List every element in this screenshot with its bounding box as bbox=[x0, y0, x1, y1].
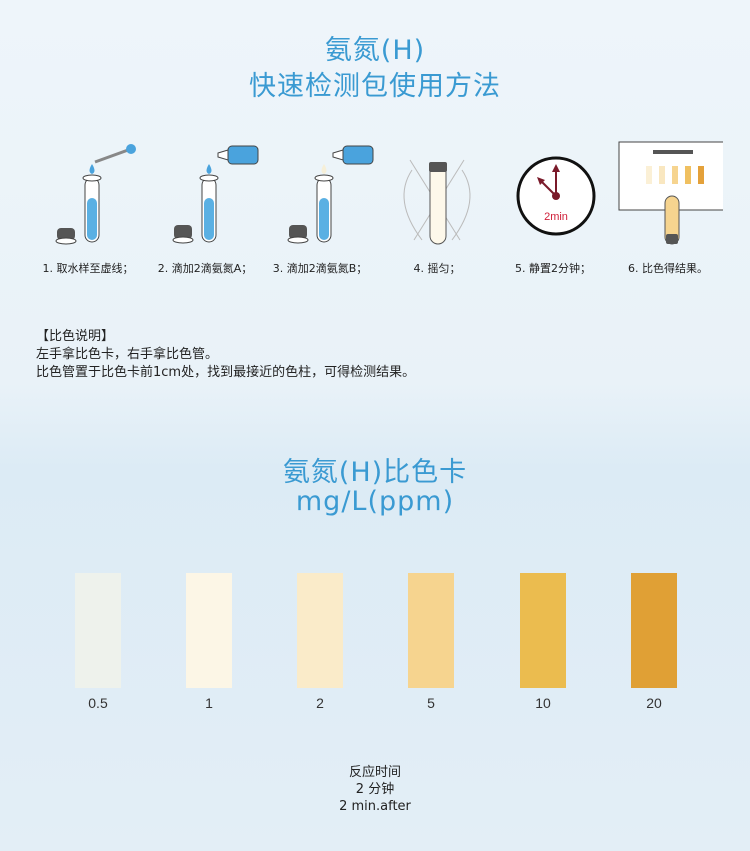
color-card-compare-icon bbox=[618, 141, 723, 245]
step-2: 2. 滴加2滴氨氮A； bbox=[146, 140, 264, 276]
swatch-value-label: 20 bbox=[646, 695, 662, 711]
clock-icon: 2min bbox=[516, 156, 596, 236]
swatch-value-label: 2 bbox=[316, 695, 324, 711]
color-swatch-20 bbox=[631, 573, 677, 688]
swatch-value-label: 5 bbox=[427, 695, 435, 711]
reaction-time-cn: 2 分钟 bbox=[355, 782, 395, 797]
color-swatch-1 bbox=[186, 573, 232, 688]
instructions-line: 比色管置于比色卡前1cm处，找到最接近的色柱，可得检测结果。 bbox=[36, 365, 416, 380]
color-swatch-5 bbox=[408, 573, 454, 688]
step-4: 4. 摇匀； bbox=[378, 140, 496, 276]
swatch-value-label: 0.5 bbox=[88, 695, 108, 711]
step-label: 3. 滴加2滴氨氮B； bbox=[272, 262, 368, 275]
color-swatch-0.5 bbox=[75, 573, 121, 688]
page-subtitle: 快速检测包使用方法 bbox=[249, 71, 501, 102]
reaction-time-en: 2 min.after bbox=[339, 799, 411, 814]
reaction-time: 反应时间 2 分钟 2 min.after bbox=[0, 764, 750, 815]
step-5: 2min 5. 静置2分钟； bbox=[494, 140, 612, 276]
swatch-value-label: 10 bbox=[535, 695, 551, 711]
step-1: 1. 取水样至虚线； bbox=[29, 140, 147, 276]
page-title: 氨氮(H) bbox=[324, 35, 426, 66]
shake-tube-icon bbox=[403, 159, 471, 245]
color-swatch-10 bbox=[520, 573, 566, 688]
step-3: 3. 滴加2滴氨氮B； bbox=[261, 140, 379, 276]
reagent-bottle-a-icon bbox=[172, 145, 259, 244]
instructions: 【比色说明】 左手拿比色卡，右手拿比色管。 比色管置于比色卡前1cm处，找到最接… bbox=[36, 328, 415, 382]
step-label: 1. 取水样至虚线； bbox=[42, 262, 134, 275]
step-label: 5. 静置2分钟； bbox=[515, 262, 591, 275]
color-swatch-2 bbox=[297, 573, 343, 688]
instructions-line: 左手拿比色卡，右手拿比色管。 bbox=[36, 347, 219, 362]
clock-text: 2min bbox=[544, 211, 568, 223]
color-card-title: 氨氮(H)比色卡 bbox=[282, 457, 468, 488]
swatch-value-label: 1 bbox=[205, 695, 213, 711]
test-tube-dropper-icon bbox=[55, 144, 136, 245]
color-card-unit: mg/L(ppm) bbox=[295, 486, 455, 517]
reaction-time-label: 反应时间 bbox=[348, 765, 401, 780]
reagent-bottle-b-icon bbox=[287, 145, 374, 244]
step-label: 6. 比色得结果。 bbox=[628, 262, 708, 275]
step-6: 6. 比色得结果。 bbox=[609, 140, 727, 276]
instructions-heading: 【比色说明】 bbox=[36, 329, 115, 344]
step-label: 4. 摇匀； bbox=[413, 262, 461, 275]
step-label: 2. 滴加2滴氨氮A； bbox=[157, 262, 253, 275]
